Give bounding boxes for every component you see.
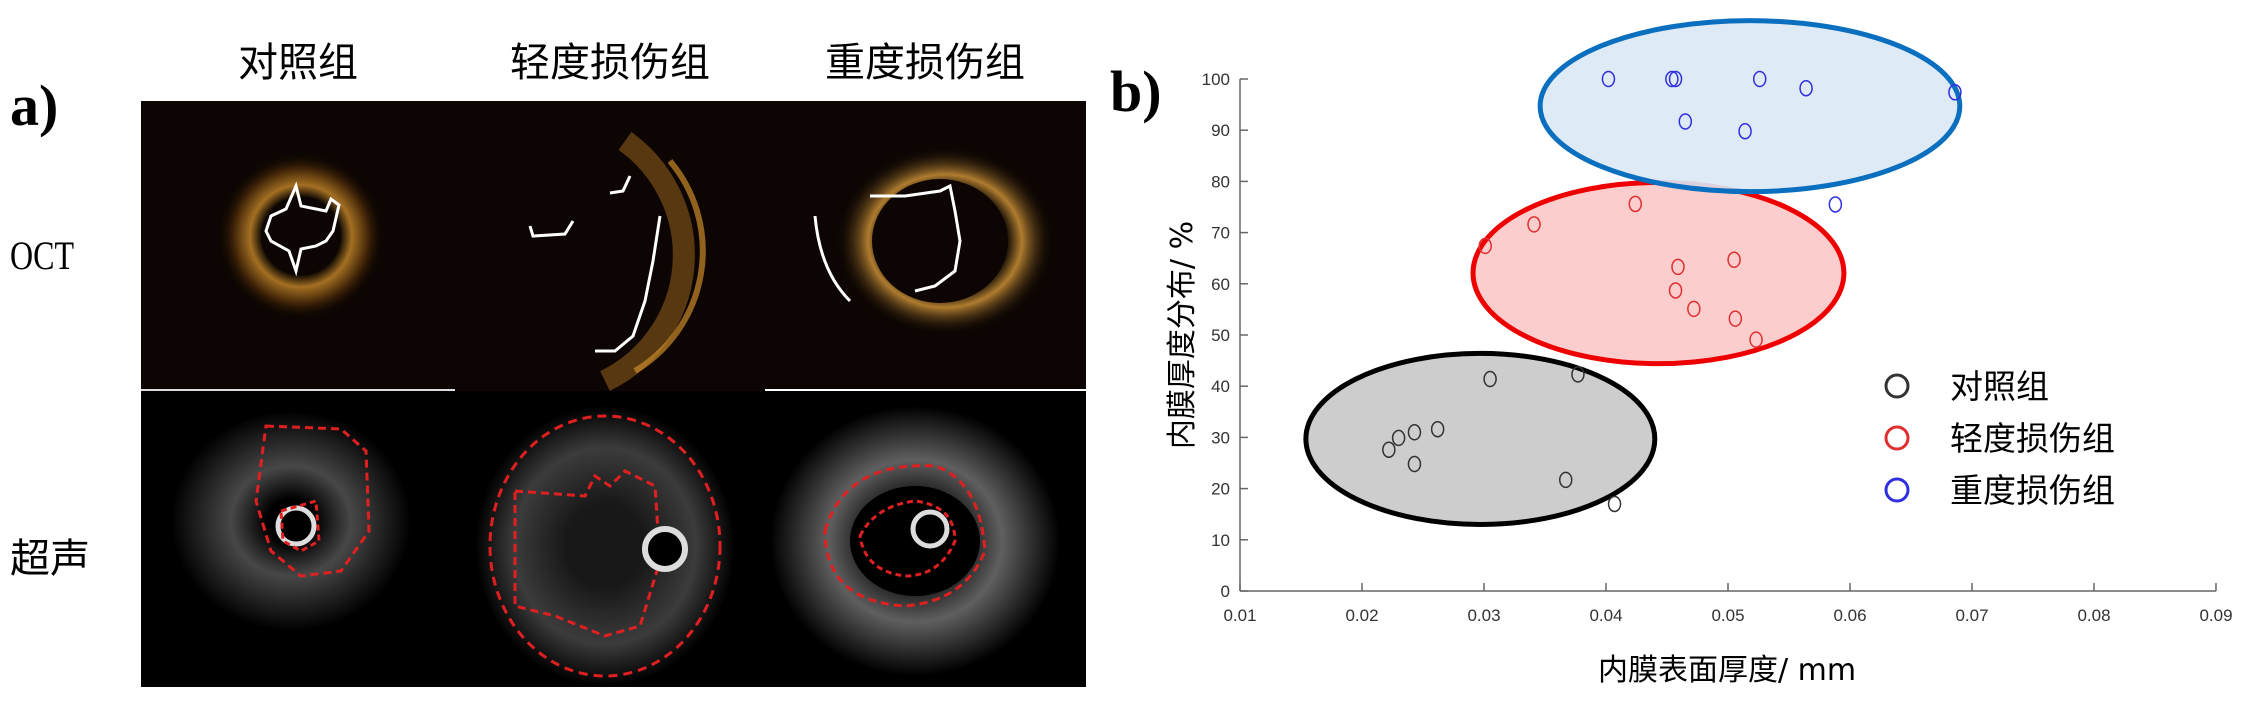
data-point-1 <box>1687 300 1701 318</box>
data-point-1 <box>1749 331 1763 348</box>
row-header-oct: OCT <box>10 233 74 278</box>
x-tick-label: 0.04 <box>1589 606 1622 625</box>
y-tick-label: 80 <box>1211 172 1230 191</box>
data-point-0 <box>1391 429 1406 447</box>
group-ellipse-1 <box>1470 179 1847 367</box>
data-point-1 <box>1628 195 1643 213</box>
ultrasound-image-mild-injury <box>455 391 765 687</box>
data-point-2 <box>1665 70 1679 88</box>
data-point-2 <box>1738 122 1752 140</box>
data-point-2 <box>1828 196 1843 213</box>
y-tick-label: 100 <box>1202 70 1230 89</box>
data-point-1 <box>1728 310 1743 327</box>
data-point-1 <box>1671 258 1685 276</box>
x-tick-label: 0.03 <box>1467 606 1500 625</box>
legend-label-1: 轻度损伤组 <box>1950 419 2115 458</box>
data-point-0 <box>1382 441 1396 458</box>
data-point-0 <box>1558 471 1573 489</box>
ultrasound-image-severe-injury <box>765 391 1086 687</box>
x-tick-label: 0.09 <box>2199 606 2232 625</box>
data-point-2 <box>1799 79 1813 97</box>
data-point-0 <box>1407 455 1422 473</box>
data-point-0 <box>1407 424 1422 441</box>
group-ellipse-2 <box>1537 18 1963 195</box>
data-point-1 <box>1668 282 1683 299</box>
data-point-1 <box>1478 237 1492 255</box>
data-point-2 <box>1601 70 1616 88</box>
x-tick-label: 0.08 <box>2077 606 2110 625</box>
y-tick-label: 40 <box>1211 377 1230 396</box>
data-point-2 <box>1948 84 1962 101</box>
x-tick-label: 0.02 <box>1345 606 1378 625</box>
data-point-2 <box>1752 70 1767 88</box>
data-point-0 <box>1607 495 1622 513</box>
legend-label-0: 对照组 <box>1950 367 2049 406</box>
column-header-severe-injury: 重度损伤组 <box>825 40 1025 86</box>
data-point-0 <box>1430 420 1445 438</box>
x-axis-label: 内膜表面厚度/ mm <box>1598 653 1856 688</box>
panel-b-label: b) <box>1110 59 1162 124</box>
ultrasound-image-control <box>141 391 455 687</box>
data-point-0 <box>1571 366 1585 383</box>
y-tick-label: 0 <box>1221 582 1230 601</box>
y-tick-label: 50 <box>1211 326 1230 345</box>
y-tick-label: 30 <box>1211 428 1230 447</box>
divider-line <box>141 389 455 391</box>
data-point-0 <box>1483 370 1497 388</box>
data-point-1 <box>1727 251 1741 268</box>
legend-label-2: 重度损伤组 <box>1950 471 2115 510</box>
y-tick-label: 60 <box>1211 275 1230 294</box>
x-tick-label: 0.01 <box>1223 606 1256 625</box>
y-tick-label: 10 <box>1211 531 1230 550</box>
data-point-2 <box>1668 70 1683 88</box>
oct-image-control <box>141 101 455 389</box>
oct-image-mild-injury <box>455 101 765 399</box>
column-header-control: 对照组 <box>238 40 358 86</box>
y-axis-label: 内膜厚度分布/ % <box>1165 221 1200 449</box>
data-point-2 <box>1678 113 1693 130</box>
legend-marker-2 <box>1884 477 1910 503</box>
y-tick-label: 20 <box>1211 480 1230 499</box>
x-tick-label: 0.07 <box>1955 606 1988 625</box>
oct-image-severe-injury <box>765 101 1086 389</box>
column-header-mild-injury: 轻度损伤组 <box>510 40 710 86</box>
y-tick-label: 70 <box>1211 224 1230 243</box>
legend-marker-0 <box>1884 373 1910 399</box>
y-tick-label: 90 <box>1211 121 1230 140</box>
legend-marker-1 <box>1884 425 1910 451</box>
x-tick-label: 0.05 <box>1711 606 1744 625</box>
data-point-1 <box>1527 216 1541 233</box>
row-header-ultrasound: 超声 <box>10 536 90 582</box>
x-tick-label: 0.06 <box>1833 606 1866 625</box>
panel-a-label: a) <box>10 73 59 138</box>
group-ellipse-0 <box>1303 350 1658 527</box>
